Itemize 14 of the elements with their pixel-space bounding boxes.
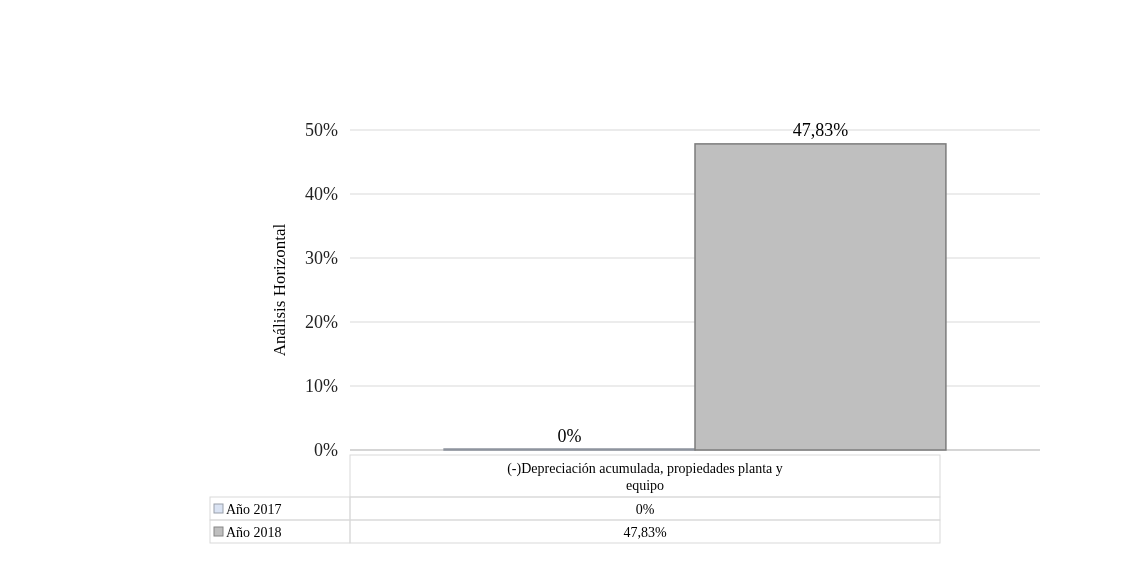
y-tick-label: 0%: [314, 440, 338, 461]
y-tick-label: 30%: [305, 248, 338, 269]
y-axis-title: Análisis Horizontal: [270, 223, 289, 357]
y-tick-label: 10%: [305, 376, 338, 397]
data-label: 47,83%: [792, 119, 849, 140]
legend-label: Año 2018: [226, 525, 282, 540]
text: 0%: [635, 502, 655, 517]
y-tick-label: 50%: [305, 120, 338, 141]
text: 47,83%: [623, 525, 667, 540]
data-label: 0%: [557, 426, 582, 446]
y-tick-label: 20%: [305, 312, 338, 333]
legend-label: Año 2017: [226, 502, 282, 517]
x-tick-label: (-)Depreciación acumulada, propiedades planta y equipo: [507, 461, 783, 493]
y-tick-label: 40%: [305, 184, 338, 205]
